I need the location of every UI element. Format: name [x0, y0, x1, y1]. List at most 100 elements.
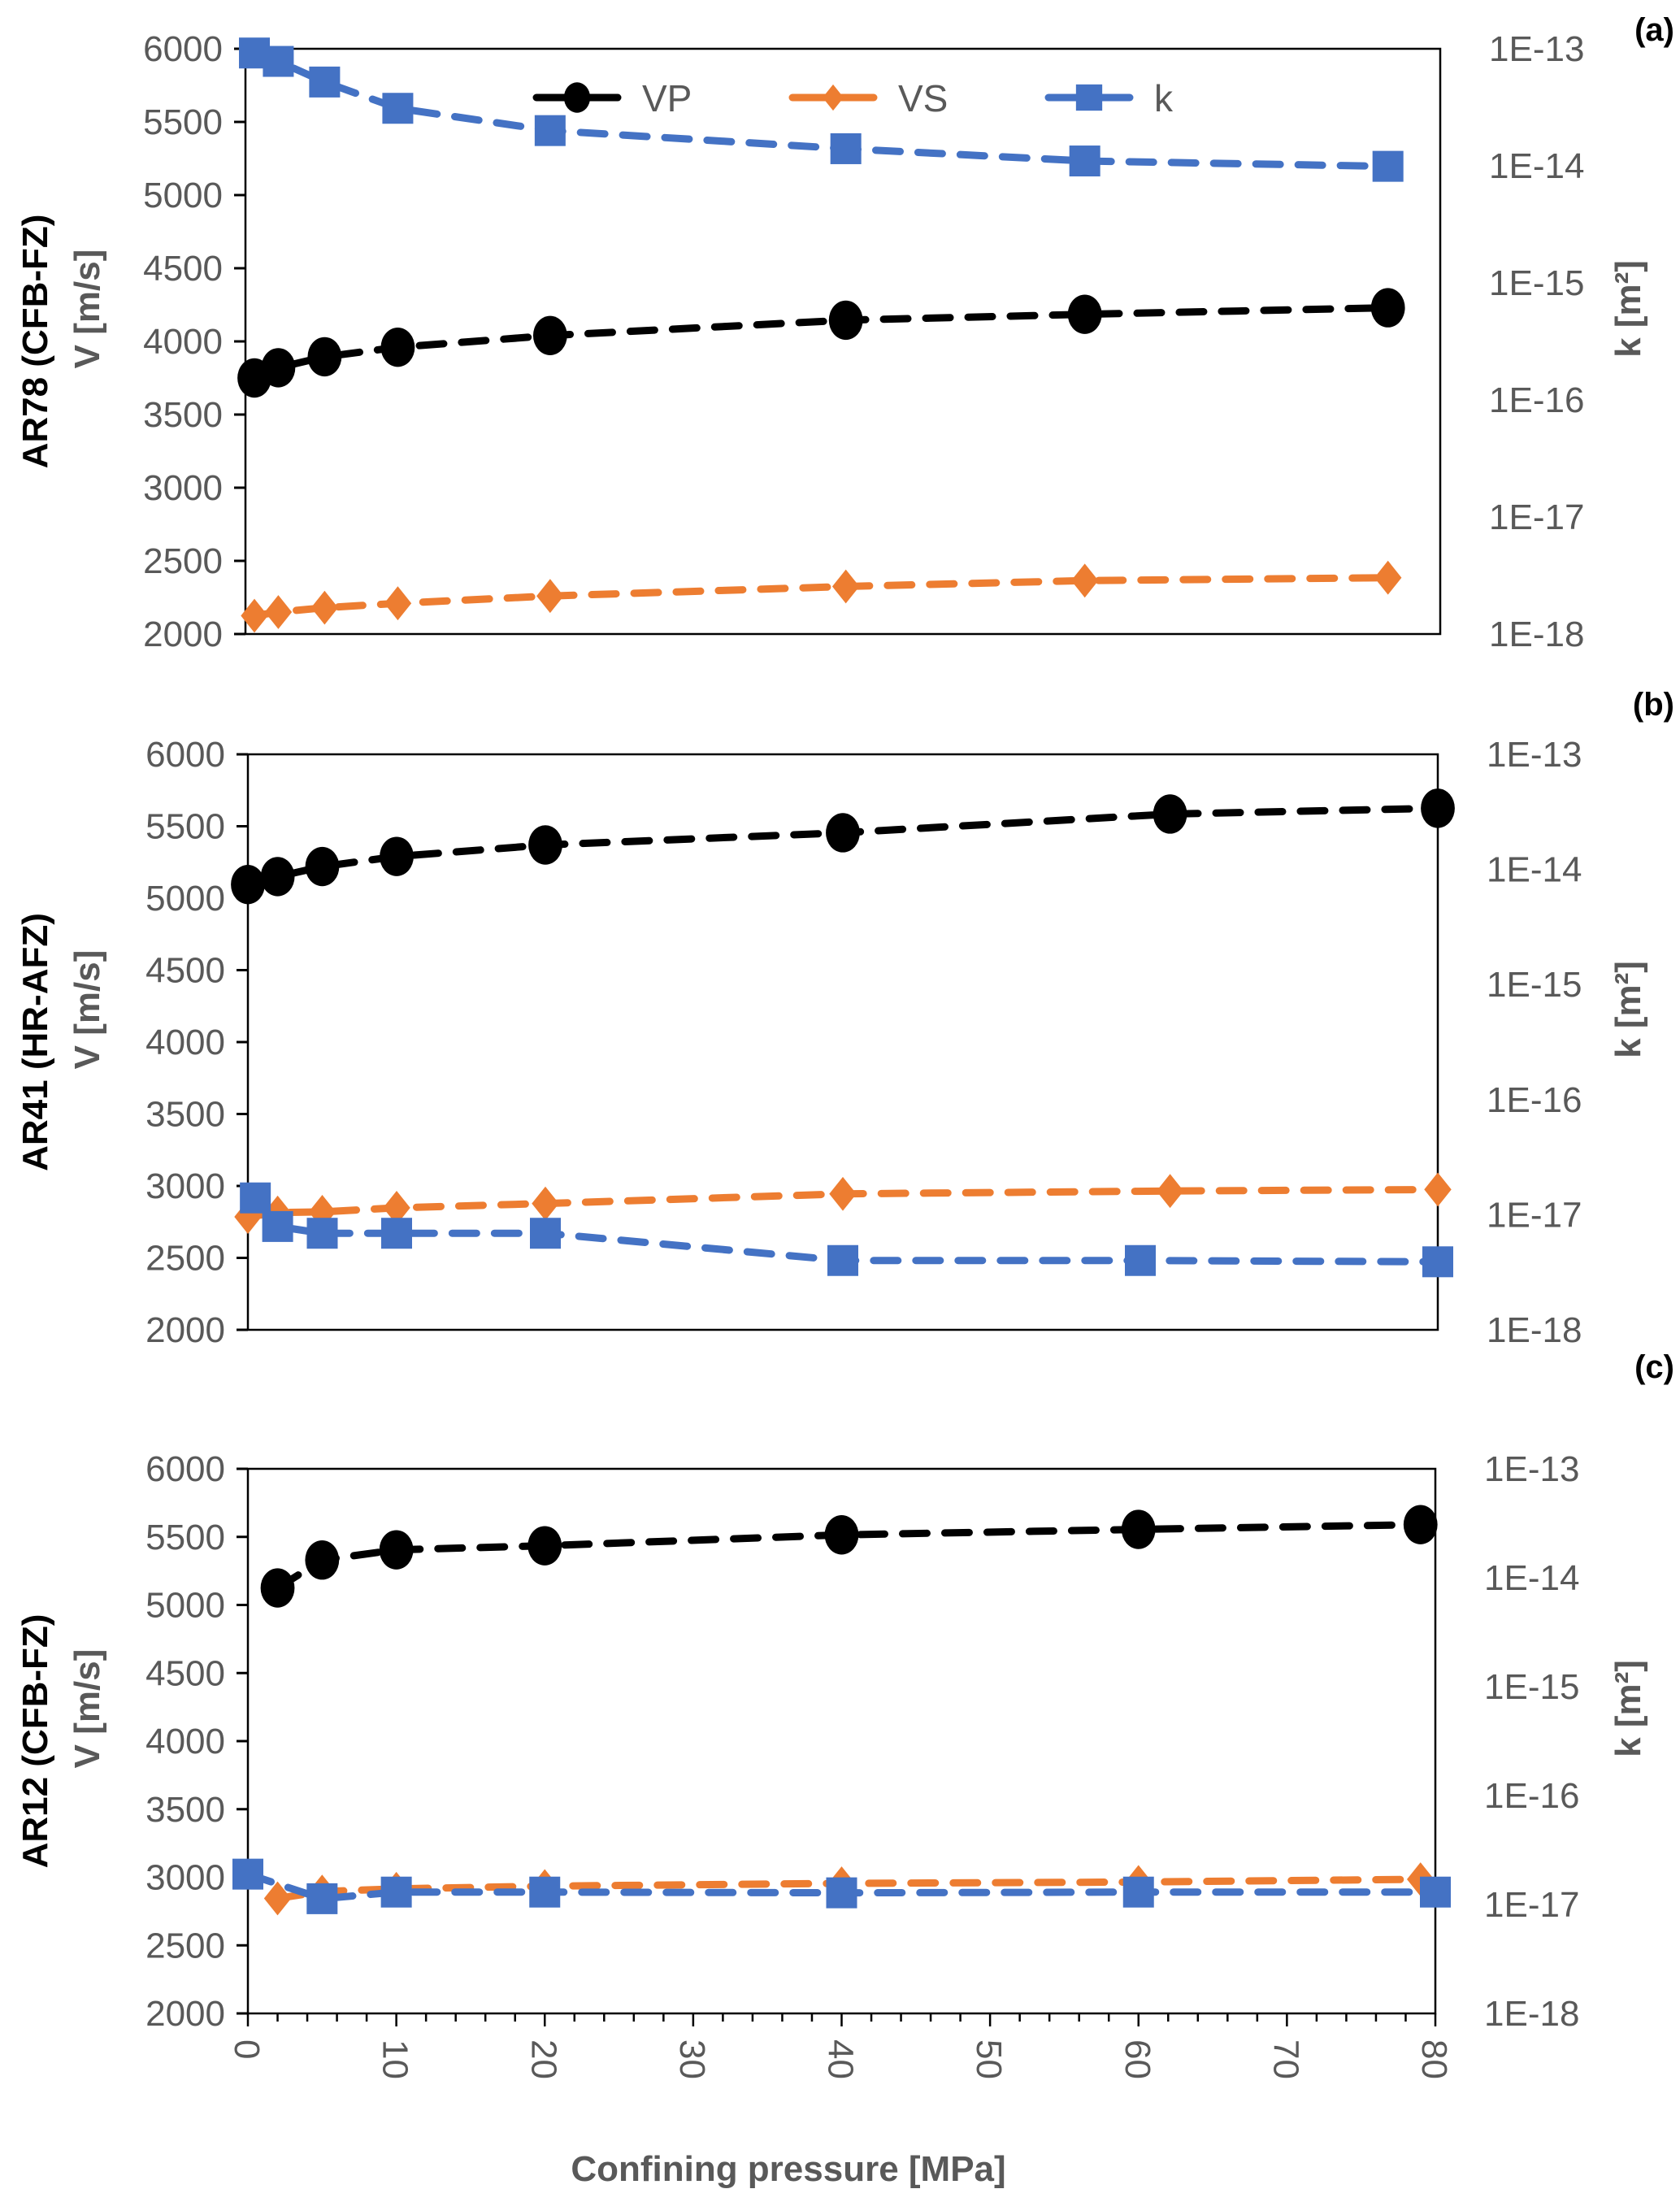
- series-vp: [260, 1505, 1438, 1608]
- y-left-tick-label: 3000: [143, 468, 223, 508]
- y-left-tick-label: 3000: [145, 1858, 225, 1898]
- panel-label: (b): [1633, 687, 1674, 723]
- y-left-tick-label: 2500: [145, 1926, 225, 1965]
- y-left-tick-label: 2500: [143, 541, 223, 581]
- y-left-tick-label: 5500: [145, 1518, 225, 1557]
- legend-item-vs: VS: [788, 77, 948, 119]
- x-axis-title: Confining pressure [MPa]: [571, 2149, 1005, 2189]
- panel-b: 2000 2500 3000 3500 4000 4500 5000 5500 6000 1E-1…: [15, 687, 1674, 1350]
- data-point-vp: [1403, 1505, 1438, 1544]
- series-k: [232, 1858, 1451, 1914]
- data-point-vp: [528, 825, 562, 865]
- y-left-tick-label: 5000: [145, 1586, 225, 1626]
- y-left-tick-label: 6000: [145, 1449, 225, 1489]
- series-line-vs: [250, 574, 1392, 619]
- legend-label: k: [1154, 77, 1174, 119]
- y-right-tick-label: 1E-13: [1484, 1449, 1579, 1489]
- data-point-vp: [1421, 788, 1455, 828]
- data-point-k: [381, 1218, 412, 1249]
- y-right-tick-label: 1E-18: [1489, 615, 1584, 654]
- data-point-vp: [380, 836, 414, 876]
- data-point-vp: [824, 1515, 859, 1555]
- data-point-k: [309, 66, 341, 98]
- data-point-k: [382, 93, 414, 124]
- x-tick-label: 20: [523, 2039, 563, 2079]
- series-line-vp: [244, 804, 1442, 888]
- data-point-vs: [1374, 560, 1402, 595]
- y-right-tick-label: 1E-17: [1487, 1195, 1582, 1235]
- data-point-vp: [1370, 288, 1405, 328]
- data-point-k: [534, 115, 566, 146]
- data-point-vp: [527, 1526, 562, 1566]
- legend-label: VP: [642, 77, 692, 119]
- legend-item-k: k: [1044, 77, 1174, 119]
- data-point-vs: [310, 590, 339, 625]
- legend-label: VS: [898, 77, 948, 119]
- panel-c: 2000 2500 3000 3500 4000 4500 5000 5500 6000 1E-1…: [15, 1349, 1674, 2079]
- y-right-axis-title: k [m²]: [1608, 1660, 1648, 1757]
- y-right-tick-label: 1E-14: [1487, 850, 1582, 890]
- series-vs: [241, 560, 1402, 633]
- panels: 2000 2500 3000 3500 4000 4500 5000 5500 6000 1E-1…: [15, 12, 1674, 2079]
- y-left-tick-label: 2000: [143, 615, 223, 654]
- x-tick-label: 60: [1118, 2039, 1157, 2079]
- data-point-k: [1125, 1244, 1156, 1276]
- data-point-vp: [260, 857, 295, 897]
- y-left-tick-label: 3500: [143, 395, 223, 435]
- legend-marker-square: [1075, 84, 1103, 111]
- y-right-tick-label: 1E-16: [1487, 1080, 1582, 1120]
- series-line-k: [250, 49, 1392, 171]
- legend-marker-circle: [563, 82, 591, 113]
- x-tick-label: 40: [821, 2039, 861, 2079]
- data-point-k: [529, 1876, 561, 1908]
- y-left-tick-label: 3500: [145, 1095, 225, 1135]
- series-vs: [234, 1172, 1452, 1234]
- data-point-k: [262, 1210, 293, 1242]
- y-right-tick-label: 1E-18: [1487, 1310, 1582, 1350]
- data-point-k: [306, 1883, 338, 1914]
- y-right-tick-label: 1E-16: [1489, 380, 1584, 420]
- x-tick-label: 0: [227, 2039, 267, 2059]
- data-point-k: [1122, 1876, 1154, 1908]
- y-left-tick-label: 2000: [145, 1310, 225, 1350]
- y-left-tick-label: 5500: [145, 807, 225, 847]
- data-point-k: [232, 1858, 263, 1890]
- y-left-axis-title: V [m/s]: [67, 950, 107, 1070]
- x-tick-label: 80: [1414, 2039, 1454, 2079]
- y-right-tick-label: 1E-15: [1487, 965, 1582, 1005]
- data-point-vp: [828, 300, 863, 341]
- y-left-tick-label: 5000: [143, 176, 223, 215]
- data-point-vs: [1070, 563, 1099, 598]
- y-left-tick-label: 4000: [145, 1722, 225, 1761]
- data-point-vs: [829, 1176, 857, 1211]
- y-left-tick-label: 4500: [145, 1653, 225, 1693]
- y-right-axis-title: k [m²]: [1608, 961, 1648, 1058]
- data-point-vp: [1153, 794, 1187, 834]
- y-left-tick-label: 5000: [145, 879, 225, 919]
- data-point-k: [1420, 1876, 1451, 1908]
- x-tick-label: 30: [672, 2039, 712, 2079]
- sample-name: AR12 (CFB-FZ): [15, 1614, 55, 1869]
- data-point-vp: [307, 337, 342, 377]
- y-right-tick-label: 1E-15: [1489, 263, 1584, 303]
- data-point-vp: [305, 1540, 340, 1580]
- y-right-tick-label: 1E-14: [1484, 1558, 1579, 1598]
- x-tick-label: 50: [969, 2039, 1009, 2079]
- data-point-vp: [379, 1530, 414, 1570]
- panel-a: 2000 2500 3000 3500 4000 4500 5000 5500 6000 1E-1…: [15, 12, 1674, 654]
- legend-item-vp: VP: [532, 77, 692, 119]
- y-left-axis-title: V [m/s]: [67, 1649, 107, 1769]
- data-point-k: [263, 46, 294, 77]
- x-tick-label: 10: [376, 2039, 415, 2079]
- series-vp: [237, 288, 1405, 398]
- data-point-vs: [384, 586, 412, 621]
- data-point-vp: [532, 315, 567, 355]
- data-point-vs: [831, 569, 860, 604]
- data-point-k: [830, 132, 862, 164]
- series-k: [240, 1182, 1453, 1278]
- sample-name: AR78 (CFB-FZ): [15, 215, 55, 469]
- data-point-k: [827, 1244, 858, 1276]
- y-right-tick-label: 1E-16: [1484, 1776, 1579, 1816]
- data-point-k: [380, 1876, 412, 1908]
